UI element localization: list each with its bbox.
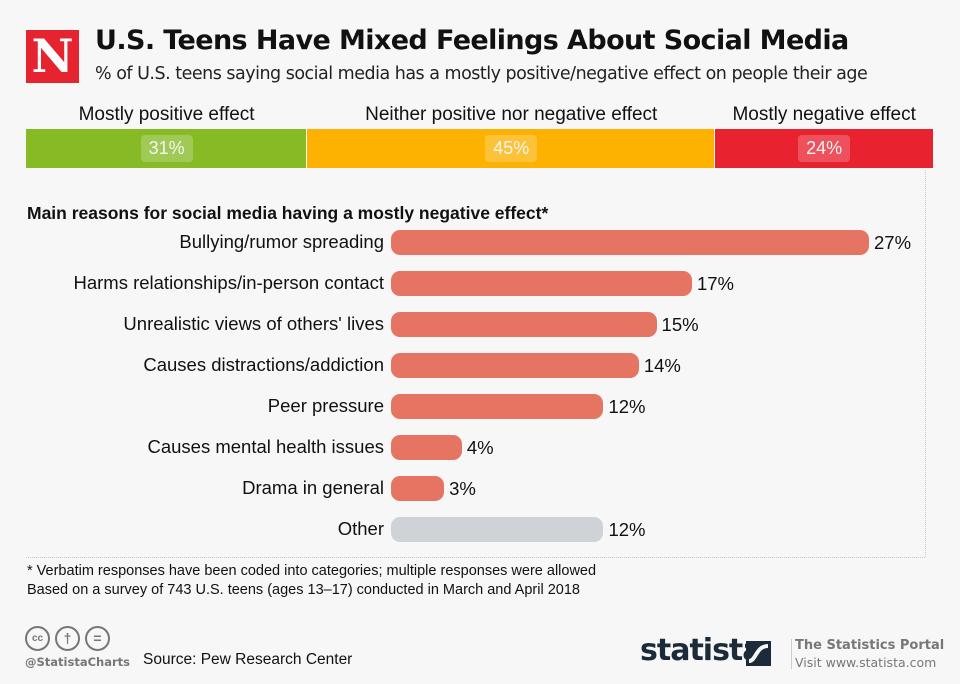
- statista-logo-icon: [746, 641, 771, 666]
- value-label: 15%: [661, 314, 699, 335]
- dotted-divider-vertical: [925, 170, 926, 557]
- stacked-value-label: 31%: [140, 135, 193, 162]
- chart-subtitle: % of U.S. teens saying social media has …: [95, 64, 868, 84]
- value-label: 17%: [696, 273, 734, 294]
- value-label: 12%: [608, 519, 646, 540]
- stacked-value-label: 24%: [798, 135, 851, 162]
- category-label: Drama in general: [242, 477, 384, 498]
- reason-bar: [391, 230, 869, 255]
- reason-bar: [391, 517, 604, 542]
- reason-bar: [391, 312, 657, 337]
- footer-separator: [791, 639, 792, 669]
- category-label: Bullying/rumor spreading: [179, 231, 384, 252]
- dotted-divider-horizontal: [26, 557, 925, 558]
- stacked-segment: 24%: [715, 129, 933, 168]
- footnote-verbatim: * Verbatim responses have been coded int…: [27, 563, 597, 579]
- source-text: Source: Pew Research Center: [143, 651, 353, 668]
- by-attribution-icon: †: [55, 626, 80, 651]
- reason-bar: [391, 476, 445, 501]
- value-label: 27%: [874, 232, 912, 253]
- logo-letter: N: [31, 29, 74, 83]
- reasons-heading: Main reasons for social media having a m…: [27, 203, 549, 223]
- statista-logo-text[interactable]: statista: [640, 633, 763, 668]
- stacked-category-label: Mostly positive effect: [78, 104, 255, 125]
- portal-title: The Statistics Portal: [795, 638, 945, 653]
- category-label: Harms relationships/in-person contact: [73, 272, 384, 293]
- chart-title: U.S. Teens Have Mixed Feelings About Soc…: [95, 25, 849, 56]
- cc-icon: cc: [25, 626, 50, 651]
- category-label: Other: [337, 518, 384, 539]
- footnote-survey: Based on a survey of 743 U.S. teens (age…: [27, 582, 580, 598]
- category-label: Causes mental health issues: [147, 436, 384, 457]
- reason-bar: [391, 394, 604, 419]
- value-label: 14%: [643, 355, 681, 376]
- value-label: 12%: [608, 396, 646, 417]
- category-label: Causes distractions/addiction: [143, 354, 384, 375]
- category-label: Unrealistic views of others' lives: [123, 313, 384, 334]
- stacked-segment: 45%: [307, 129, 715, 168]
- reason-bar: [391, 271, 692, 296]
- stacked-value-label: 45%: [485, 135, 538, 162]
- twitter-handle[interactable]: @StatistaCharts: [25, 655, 130, 669]
- reason-bar: [391, 353, 639, 378]
- no-derivatives-icon: =: [85, 626, 110, 651]
- stacked-category-label: Mostly negative effect: [732, 104, 916, 125]
- stacked-category-label: Neither positive nor negative effect: [365, 104, 658, 125]
- newsweek-logo: N: [26, 30, 79, 83]
- portal-url[interactable]: Visit www.statista.com: [795, 655, 937, 670]
- value-label: 4%: [466, 437, 494, 458]
- category-label: Peer pressure: [267, 395, 384, 416]
- license-icons: cc † =: [25, 626, 110, 651]
- reason-bar: [391, 435, 462, 460]
- value-label: 3%: [449, 478, 476, 499]
- stacked-segment: 31%: [26, 129, 307, 168]
